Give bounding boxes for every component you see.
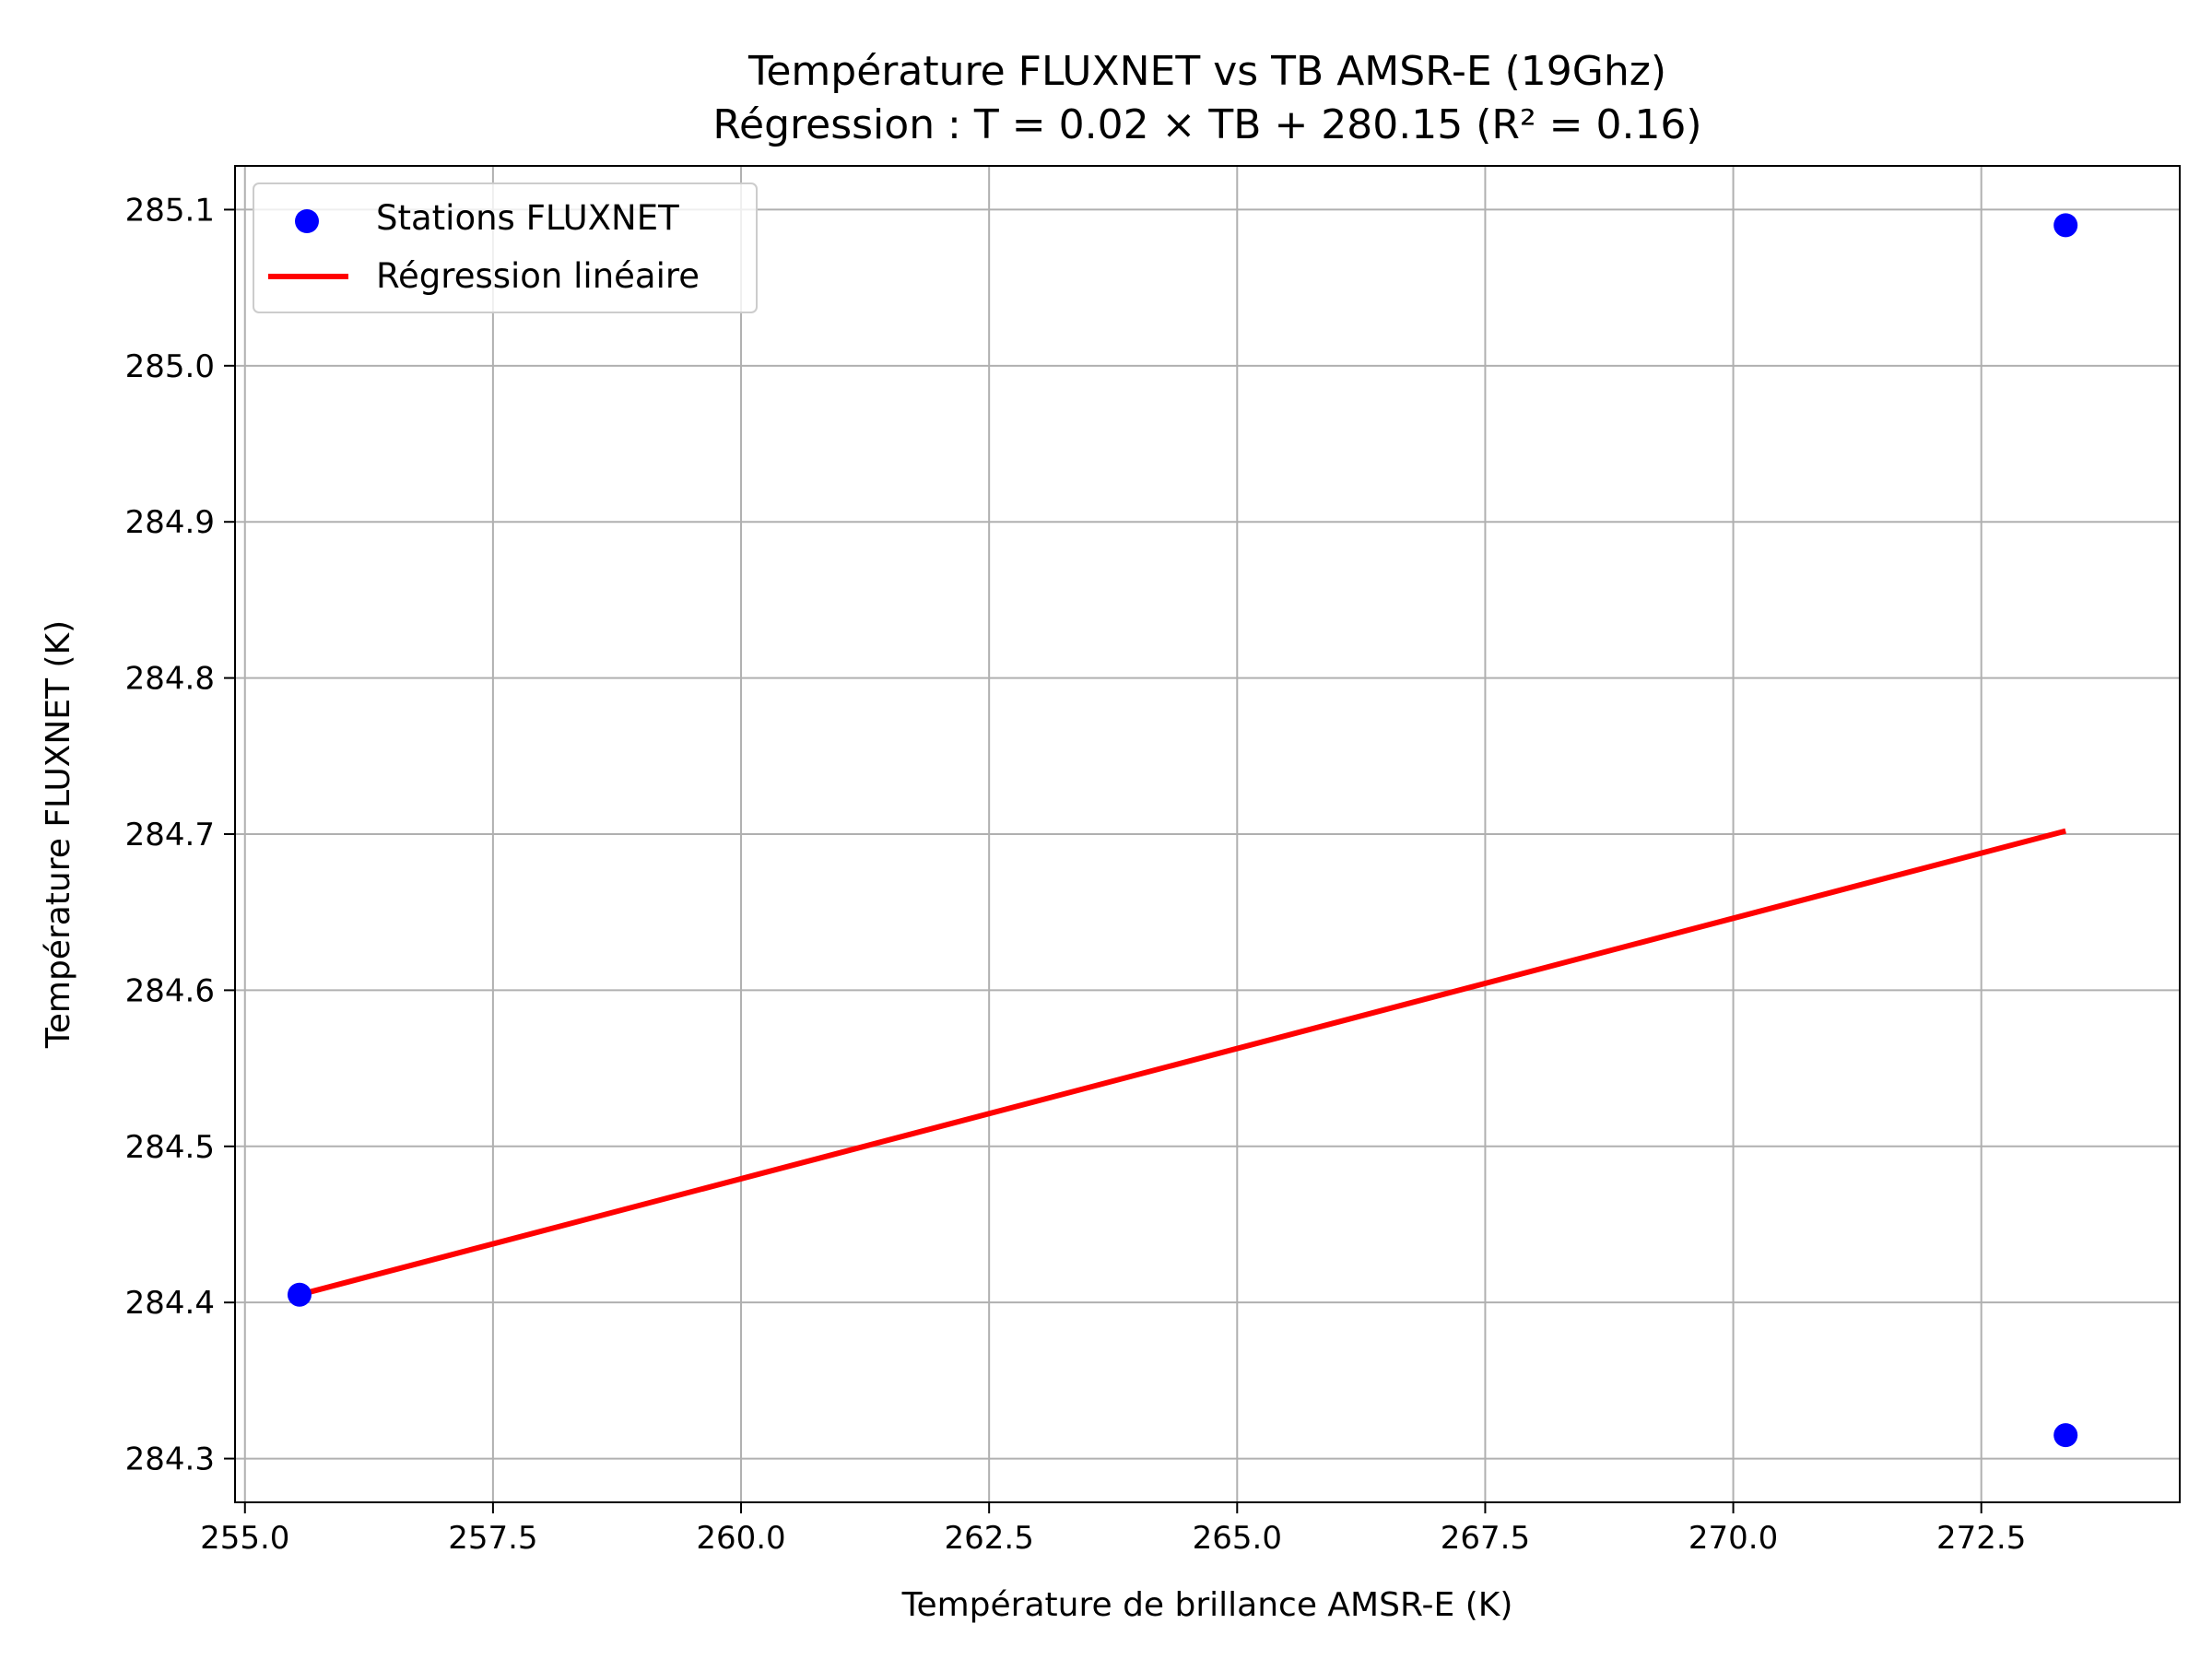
- regression-line: [299, 828, 2066, 1298]
- chart-title: Température FLUXNET vs TB AMSR-E (19Ghz): [747, 48, 1666, 95]
- scatter-point: [287, 1282, 312, 1307]
- y-tick-label: 284.5: [125, 1129, 215, 1166]
- y-axis-label: Température FLUXNET (K): [40, 620, 77, 1049]
- plot-area-frame: [234, 165, 2181, 1503]
- grid-lines: [235, 166, 2180, 1502]
- y-tick-label: 284.8: [125, 661, 215, 698]
- x-tick-label: 262.5: [944, 1520, 1033, 1557]
- x-tick-label: 272.5: [1936, 1520, 2026, 1557]
- y-tick-label: 284.4: [125, 1285, 215, 1322]
- y-tick-label: 285.0: [125, 348, 215, 385]
- plot-series: [287, 213, 2078, 1448]
- x-tick-label: 270.0: [1688, 1520, 1778, 1557]
- y-tick-label: 284.9: [125, 504, 215, 541]
- x-tick-label: 255.0: [200, 1520, 289, 1557]
- legend-label-regression: Régression linéaire: [376, 256, 700, 296]
- axis-ticks: 255.0 257.5 260.0 262.5 265.0 267.5 270.0 272.5…: [125, 192, 2027, 1557]
- legend-marker-stations: [295, 209, 319, 233]
- legend: Stations FLUXNET Régression linéaire: [253, 182, 758, 313]
- x-tick-label: 257.5: [448, 1520, 537, 1557]
- x-tick-label: 260.0: [696, 1520, 785, 1557]
- y-tick-label: 284.6: [125, 972, 215, 1009]
- scatter-point: [2053, 213, 2078, 238]
- x-axis-label: Température de brillance AMSR-E (K): [901, 1586, 1513, 1624]
- scatter-point: [2053, 1423, 2078, 1448]
- x-tick-label: 265.0: [1193, 1520, 1282, 1557]
- x-tick-label: 267.5: [1441, 1520, 1530, 1557]
- legend-box: [253, 182, 758, 313]
- y-tick-label: 284.7: [125, 817, 215, 853]
- y-tick-label: 284.3: [125, 1441, 215, 1478]
- y-tick-label: 285.1: [125, 192, 215, 229]
- legend-label-stations: Stations FLUXNET: [376, 198, 679, 238]
- chart-subtitle: Régression : T = 0.02 × TB + 280.15 (R² …: [712, 101, 1701, 148]
